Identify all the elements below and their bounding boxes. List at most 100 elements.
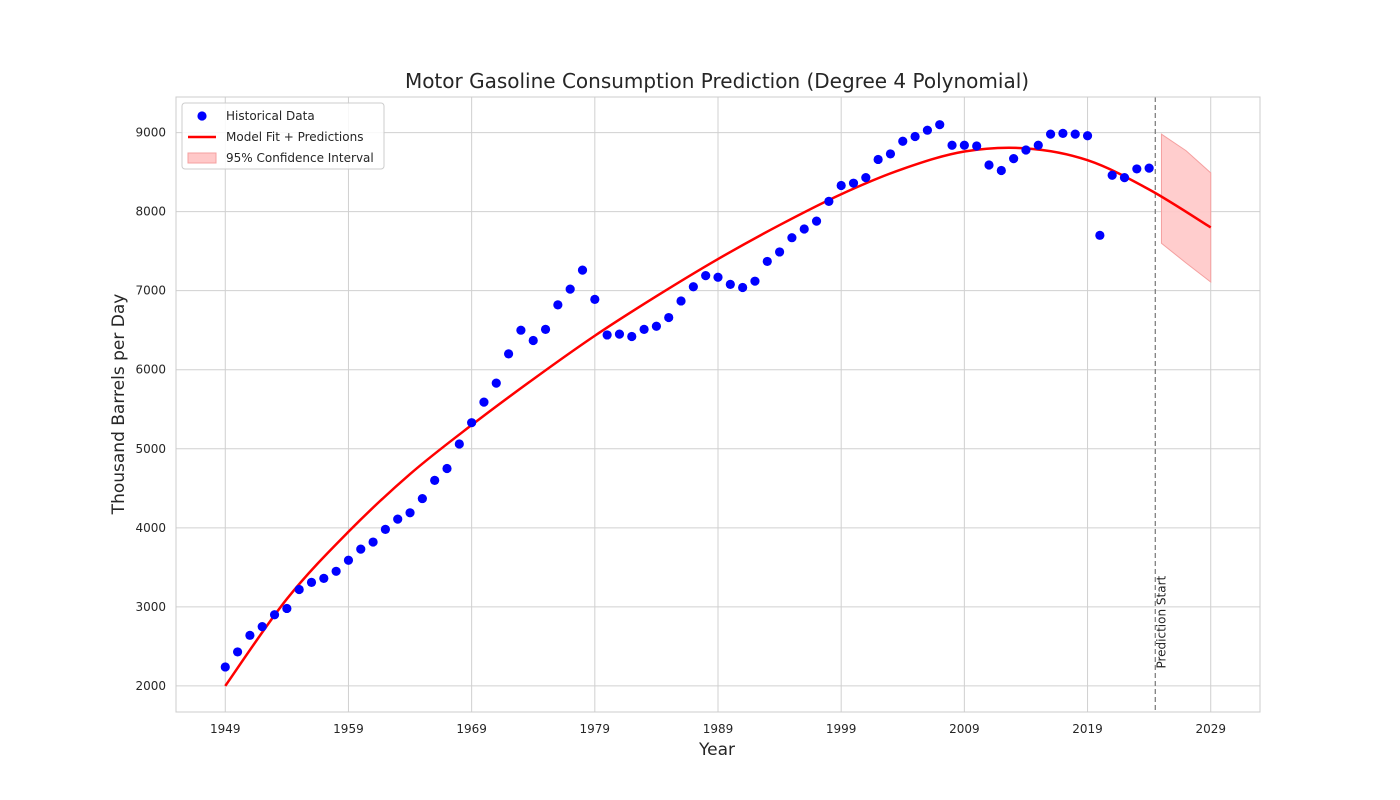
data-point (503, 349, 514, 359)
data-point (417, 493, 427, 504)
x-tick-label: 2009 (949, 722, 980, 736)
legend-label: 95% Confidence Interval (226, 151, 374, 165)
data-point (1070, 129, 1080, 139)
data-point (799, 224, 809, 234)
data-point (528, 335, 538, 346)
legend-label: Historical Data (226, 109, 315, 123)
data-point (713, 272, 723, 282)
data-point (848, 178, 859, 188)
y-tick-label: 6000 (135, 363, 166, 377)
data-point (1095, 230, 1105, 240)
y-axis-label: Thousand Barrels per Day (109, 294, 129, 516)
data-point (996, 165, 1006, 176)
y-tick-label: 9000 (135, 126, 166, 140)
data-point (232, 647, 243, 657)
data-point (1119, 173, 1130, 183)
data-point (811, 216, 822, 226)
chart-title: Motor Gasoline Consumption Prediction (D… (405, 69, 1029, 93)
x-tick-label: 1949 (210, 722, 241, 736)
data-point (984, 160, 994, 170)
data-point (824, 196, 834, 206)
x-tick-label: 1969 (456, 722, 487, 736)
data-point (257, 622, 267, 632)
data-point (491, 378, 501, 388)
data-point (602, 330, 612, 340)
data-point (922, 125, 933, 135)
data-point (664, 312, 674, 323)
data-point (516, 325, 526, 335)
y-tick-label: 3000 (135, 600, 166, 614)
data-point (343, 555, 354, 565)
data-point (614, 329, 625, 339)
data-point (1021, 145, 1031, 155)
data-point (1009, 154, 1019, 164)
data-point (750, 276, 760, 286)
data-point (479, 397, 489, 407)
data-point (454, 439, 464, 449)
data-point (220, 662, 230, 672)
data-point (701, 271, 711, 281)
legend-marker-point (197, 111, 207, 121)
x-tick-label: 1999 (826, 722, 857, 736)
data-point (467, 418, 477, 428)
y-tick-label: 4000 (135, 521, 166, 535)
data-point (774, 247, 785, 257)
data-point (738, 282, 748, 293)
data-point (331, 566, 341, 576)
data-point (245, 630, 255, 640)
data-point (1045, 129, 1056, 139)
y-tick-label: 5000 (135, 442, 166, 456)
data-point (762, 256, 772, 267)
data-point (356, 544, 366, 554)
data-point (627, 331, 637, 342)
data-point (676, 296, 686, 306)
confidence-band-layer (1160, 133, 1212, 283)
data-point (405, 508, 415, 518)
prediction-start-layer: Prediction Start (1154, 97, 1168, 712)
y-tick-label: 8000 (135, 205, 166, 219)
data-point (393, 514, 403, 524)
legend: Historical Data Model Fit + Predictions 95… (181, 102, 385, 170)
data-point (1033, 140, 1043, 150)
data-point (294, 584, 304, 595)
data-point (861, 173, 871, 183)
data-point (565, 284, 575, 294)
data-point (442, 463, 452, 474)
y-tick-label: 2000 (135, 679, 166, 693)
data-point (282, 603, 292, 614)
data-point (935, 120, 945, 130)
data-point (553, 300, 563, 310)
data-point (269, 610, 280, 620)
data-point (898, 136, 908, 146)
data-point (1144, 163, 1154, 173)
data-point (972, 141, 982, 151)
x-tick-label: 1989 (703, 722, 734, 736)
legend-label: Model Fit + Predictions (226, 130, 363, 144)
scatter-layer (220, 120, 1154, 672)
data-point (590, 294, 600, 304)
data-point (1058, 128, 1068, 138)
data-point (688, 282, 698, 292)
data-point (651, 321, 662, 331)
x-tick-label: 2029 (1195, 722, 1226, 736)
data-point (1107, 170, 1117, 180)
plot-border (175, 96, 1261, 713)
confidence-band (1160, 133, 1212, 283)
data-point (836, 180, 846, 191)
data-point (319, 573, 329, 584)
data-point (947, 140, 957, 150)
data-point (577, 265, 588, 275)
plot-frame (175, 96, 1261, 713)
data-point (885, 149, 896, 159)
data-point (873, 154, 883, 165)
grid (176, 97, 1260, 712)
data-point (540, 324, 551, 335)
data-point (725, 279, 735, 289)
data-point (1082, 131, 1093, 141)
data-point (639, 324, 649, 335)
data-point (787, 233, 797, 243)
data-point (380, 524, 391, 534)
x-tick-label: 1979 (580, 722, 611, 736)
x-tick-label: 2019 (1072, 722, 1103, 736)
